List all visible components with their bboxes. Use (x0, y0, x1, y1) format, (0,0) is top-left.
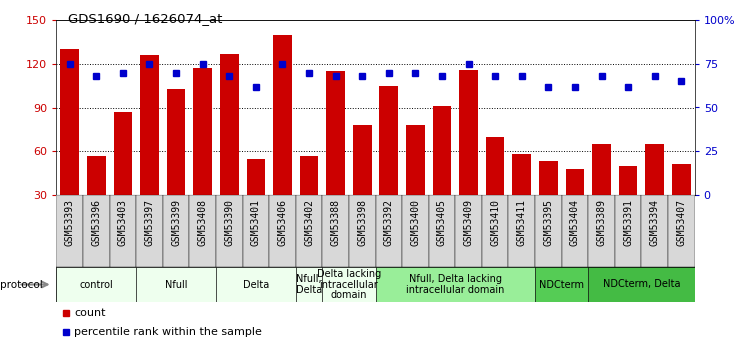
Bar (402, 195, 429, 267)
Text: NDCterm: NDCterm (539, 279, 584, 289)
Text: GSM53390: GSM53390 (225, 199, 234, 246)
Bar (482, 195, 508, 267)
Bar (110, 195, 136, 267)
Bar (349, 195, 376, 267)
Bar (406, 125, 425, 239)
Text: Nfull,
Delta: Nfull, Delta (296, 274, 322, 295)
Text: GSM53407: GSM53407 (677, 199, 686, 246)
Text: control: control (80, 279, 113, 289)
Text: GSM53391: GSM53391 (623, 199, 633, 246)
Bar (113, 112, 132, 239)
Bar (296, 267, 322, 302)
Bar (672, 164, 691, 239)
Bar (535, 267, 588, 302)
Text: GSM53408: GSM53408 (198, 199, 207, 246)
Text: GSM53401: GSM53401 (251, 199, 261, 246)
Bar (645, 144, 664, 239)
Bar (189, 195, 216, 267)
Bar (641, 195, 668, 267)
Bar (60, 49, 79, 239)
Text: GSM53398: GSM53398 (357, 199, 367, 246)
Bar (167, 89, 185, 239)
Bar (486, 137, 505, 239)
Text: GDS1690 / 1626074_at: GDS1690 / 1626074_at (68, 12, 222, 25)
Text: GSM53404: GSM53404 (570, 199, 580, 246)
Text: GSM53402: GSM53402 (304, 199, 314, 246)
Bar (326, 71, 345, 239)
Text: protocol: protocol (0, 279, 43, 289)
Bar (539, 161, 558, 239)
Bar (508, 195, 535, 267)
Bar (668, 195, 695, 267)
Bar (243, 195, 269, 267)
Bar (216, 195, 243, 267)
Bar (193, 68, 212, 239)
Bar (535, 195, 562, 267)
Bar (512, 154, 531, 239)
Text: Delta lacking
intracellular
domain: Delta lacking intracellular domain (317, 269, 381, 300)
Bar (273, 34, 291, 239)
Bar (593, 144, 611, 239)
Bar (87, 156, 106, 239)
Bar (429, 195, 455, 267)
Text: GSM53406: GSM53406 (277, 199, 288, 246)
Bar (379, 86, 398, 239)
Bar (163, 195, 189, 267)
Text: NDCterm, Delta: NDCterm, Delta (603, 279, 680, 289)
Bar (455, 195, 482, 267)
Text: GSM53392: GSM53392 (384, 199, 394, 246)
Text: GSM53389: GSM53389 (596, 199, 607, 246)
Text: GSM53405: GSM53405 (437, 199, 447, 246)
Bar (460, 70, 478, 239)
Bar (296, 195, 322, 267)
Text: GSM53394: GSM53394 (650, 199, 660, 246)
Bar (376, 195, 402, 267)
Bar (615, 195, 641, 267)
Text: GSM53400: GSM53400 (410, 199, 421, 246)
Text: GSM53388: GSM53388 (330, 199, 341, 246)
Text: count: count (74, 308, 106, 318)
Bar (433, 106, 451, 239)
Text: percentile rank within the sample: percentile rank within the sample (74, 327, 262, 337)
Bar (220, 53, 239, 239)
Bar (322, 195, 349, 267)
Bar (562, 195, 588, 267)
Text: GSM53399: GSM53399 (171, 199, 181, 246)
Bar (83, 195, 110, 267)
Bar (140, 55, 158, 239)
Bar (566, 169, 584, 239)
Text: Nfull: Nfull (164, 279, 187, 289)
Bar (246, 159, 265, 239)
Bar (136, 195, 163, 267)
Bar (216, 267, 296, 302)
Text: GSM53396: GSM53396 (91, 199, 101, 246)
Bar (56, 267, 136, 302)
Text: GSM53397: GSM53397 (144, 199, 155, 246)
Text: GSM53403: GSM53403 (118, 199, 128, 246)
Bar (56, 195, 83, 267)
Bar (300, 156, 318, 239)
Bar (136, 267, 216, 302)
Text: GSM53410: GSM53410 (490, 199, 500, 246)
Bar (353, 125, 372, 239)
Text: GSM53409: GSM53409 (463, 199, 474, 246)
Text: Nfull, Delta lacking
intracellular domain: Nfull, Delta lacking intracellular domai… (406, 274, 505, 295)
Bar (376, 267, 535, 302)
Bar (619, 166, 638, 239)
Text: GSM53395: GSM53395 (544, 199, 553, 246)
Bar (588, 195, 615, 267)
Bar (269, 195, 296, 267)
Text: Delta: Delta (243, 279, 269, 289)
Bar (588, 267, 695, 302)
Bar (322, 267, 376, 302)
Text: GSM53411: GSM53411 (517, 199, 526, 246)
Text: GSM53393: GSM53393 (65, 199, 74, 246)
